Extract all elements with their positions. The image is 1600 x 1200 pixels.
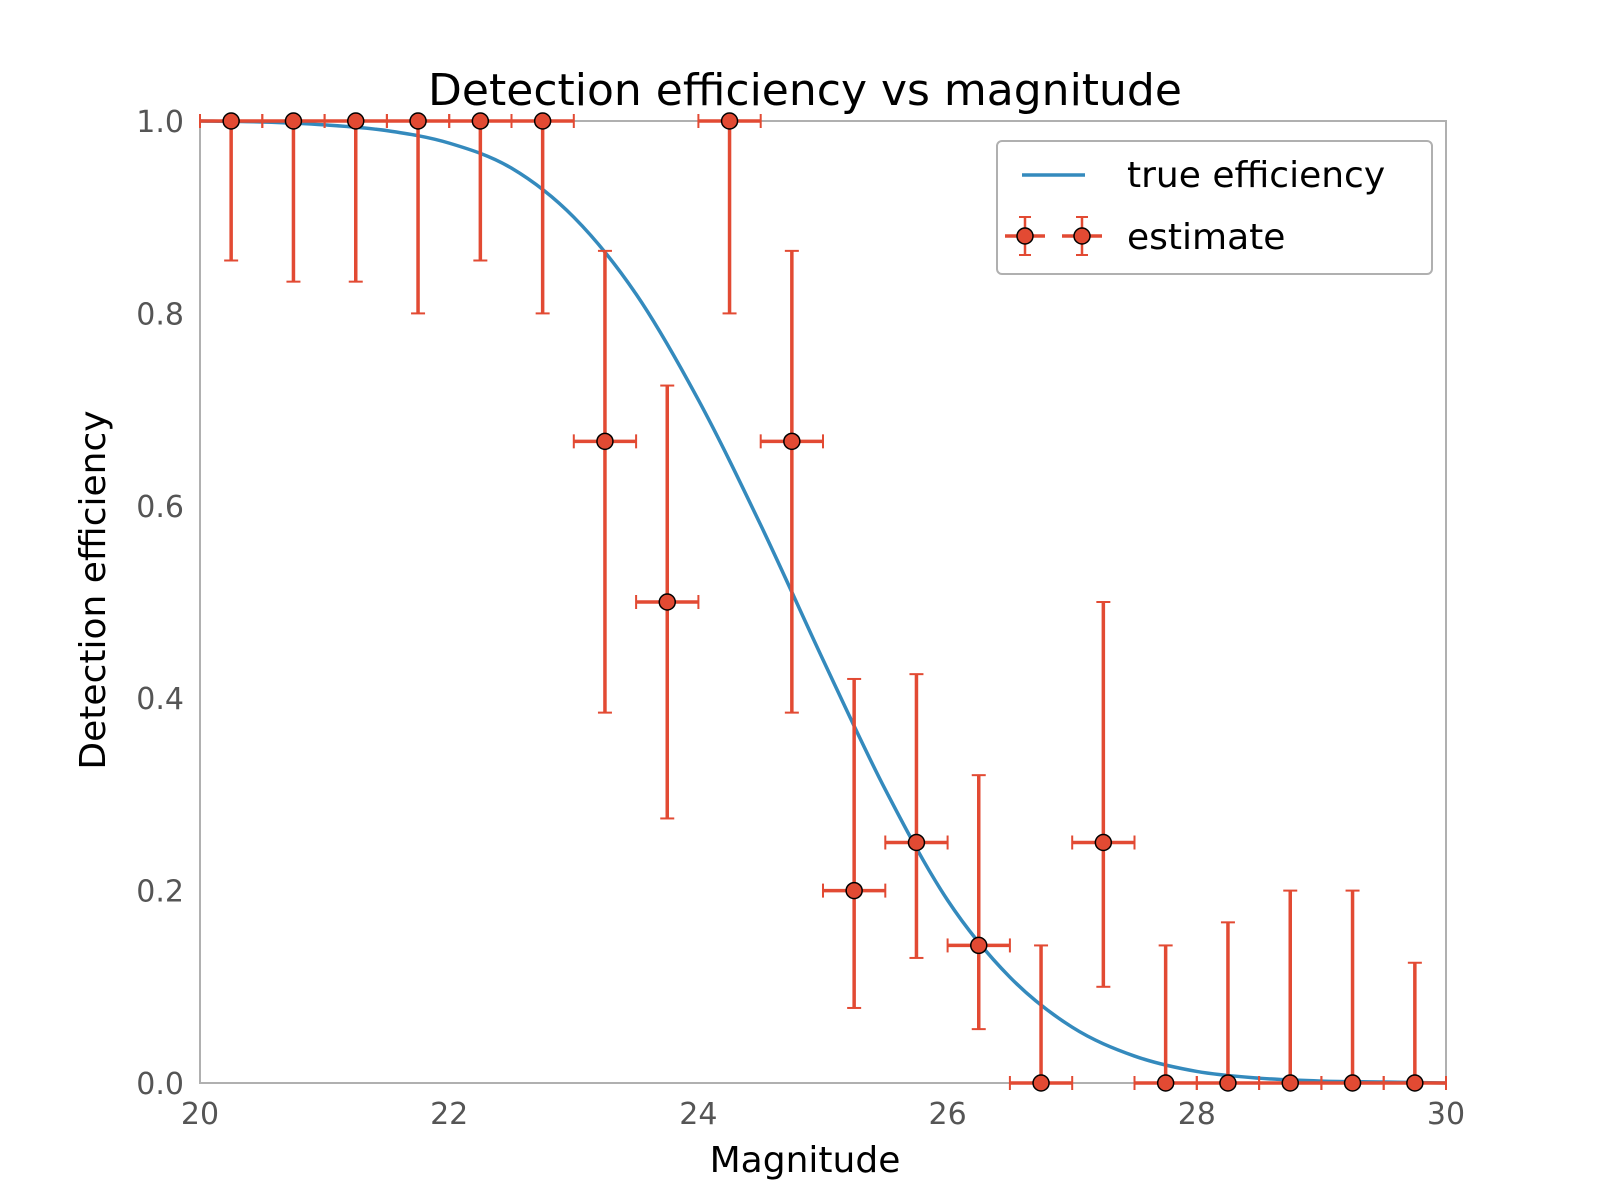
estimate-point-group	[385, 112, 451, 315]
estimate-point	[970, 936, 988, 955]
plot-area: 20 22 24 26 28 30 0.0 0.2 0.4 0.6 0.8 1.0	[136, 105, 1465, 1132]
estimate-point	[222, 112, 240, 130]
legend-box	[996, 140, 1433, 275]
estimate-point-group	[1195, 921, 1261, 1092]
x-axis-label: Magnitude	[710, 1140, 901, 1181]
plot-frame	[199, 120, 1447, 1084]
estimate-point-group	[261, 112, 326, 283]
estimate-point-group	[1320, 889, 1385, 1092]
x-tick-label: 28	[1178, 1097, 1216, 1132]
estimate-point-group	[323, 112, 388, 283]
estimate-point-group	[510, 112, 575, 315]
y-axis-label: Detection efficiency	[73, 410, 114, 769]
estimate-point	[347, 112, 365, 130]
y-tick-label: 0.4	[136, 682, 184, 717]
estimate-point	[1032, 1074, 1050, 1092]
estimate-point-group	[572, 249, 638, 714]
estimate-point	[1281, 1074, 1299, 1092]
x-tick-label: 26	[929, 1097, 967, 1132]
legend: true efficiency estimate	[996, 140, 1433, 275]
estimate-point-group	[822, 677, 887, 1009]
estimate-point	[1219, 1074, 1237, 1092]
legend-label-true-efficiency: true efficiency	[1127, 155, 1385, 196]
legend-estimate-swatch	[1062, 216, 1102, 256]
y-tick-label: 0.8	[136, 297, 184, 332]
x-tick-label: 22	[430, 1097, 468, 1132]
estimate-point-group	[448, 112, 513, 262]
estimate-point	[658, 593, 676, 611]
estimate-point-group	[697, 112, 762, 315]
estimate-point	[1343, 1074, 1362, 1092]
x-tick-label: 24	[679, 1097, 717, 1132]
legend-swatch-marker	[1016, 227, 1034, 245]
y-tick-label: 1.0	[136, 105, 184, 140]
x-tick-label: 20	[181, 1097, 219, 1132]
estimate-point	[1406, 1074, 1424, 1092]
estimate-point	[533, 112, 552, 130]
true-efficiency-line	[199, 119, 1447, 1085]
estimate-point	[720, 112, 739, 130]
estimate-point	[783, 432, 801, 451]
estimate-point	[596, 432, 614, 451]
legend-swatch-marker	[1073, 227, 1091, 245]
y-tick-label: 0.0	[136, 1067, 184, 1102]
y-tick-label: 0.2	[136, 875, 184, 910]
estimate-point-group	[1071, 601, 1136, 988]
estimate-point	[284, 112, 303, 130]
y-tick-label: 0.6	[136, 490, 184, 525]
estimate-point-group	[1382, 961, 1447, 1092]
chart-title: Detection efficiency vs magnitude	[428, 65, 1182, 116]
estimate-point-group	[884, 673, 949, 959]
estimate-point-group	[759, 249, 824, 714]
legend-label-estimate: estimate	[1127, 217, 1285, 258]
estimate-point-group	[635, 384, 700, 820]
estimate-point	[471, 112, 490, 130]
estimate-point	[907, 833, 926, 852]
estimate-point	[1156, 1074, 1175, 1092]
x-tick-label: 30	[1427, 1097, 1465, 1132]
estimate-point-group	[946, 774, 1011, 1031]
legend-estimate-swatch	[1005, 216, 1045, 256]
estimate-point	[409, 112, 427, 130]
estimate-point	[1094, 833, 1113, 852]
estimate-point-group	[1008, 944, 1074, 1092]
estimate-point	[845, 881, 863, 900]
